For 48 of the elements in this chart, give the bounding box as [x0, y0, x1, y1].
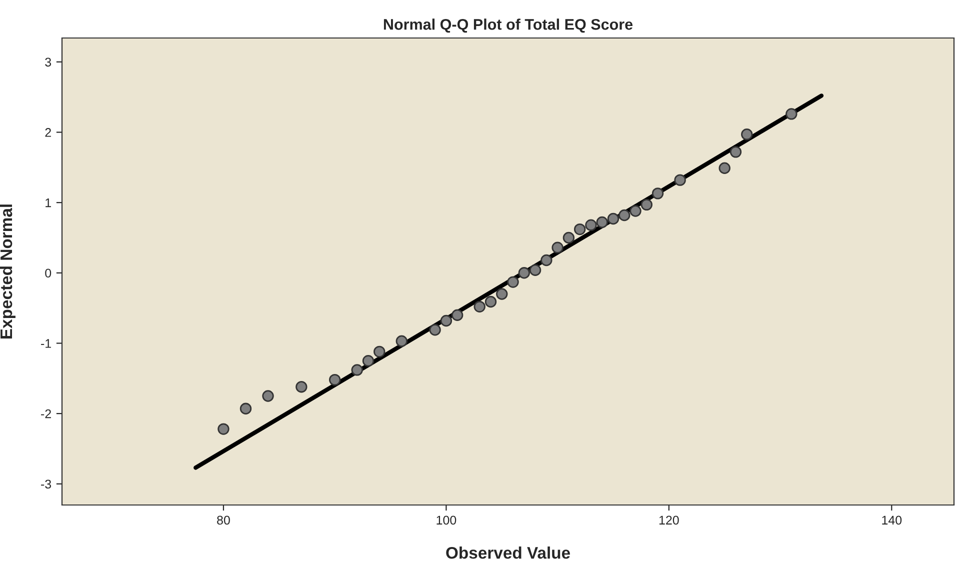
point: [396, 335, 408, 347]
point: [585, 219, 597, 231]
point: [730, 146, 742, 158]
point: [484, 296, 497, 308]
x-tick-label: 80: [217, 516, 230, 525]
point: [562, 232, 575, 244]
point: [607, 212, 620, 225]
y-tick-label: -2: [41, 409, 51, 418]
point: [451, 309, 464, 321]
y-tick-label: 2: [45, 128, 51, 137]
point: [640, 198, 652, 211]
point: [296, 381, 308, 393]
point: [652, 188, 664, 200]
point: [540, 254, 552, 266]
point: [786, 108, 798, 120]
point: [374, 346, 386, 358]
y-tick-label: -3: [41, 480, 52, 489]
point: [218, 423, 230, 435]
point: [718, 162, 730, 174]
x-tick-label: 120: [659, 516, 679, 525]
point: [630, 205, 642, 217]
point: [429, 324, 441, 336]
point: [618, 209, 630, 222]
x-tick-label: 140: [882, 516, 902, 525]
point: [574, 223, 586, 236]
point: [741, 128, 753, 140]
point: [240, 402, 252, 414]
y-tick-label: -1: [41, 339, 51, 348]
point: [529, 264, 542, 276]
y-tick-label: 3: [45, 58, 52, 67]
chart-title: Normal Q-Q Plot of Total EQ Score: [384, 18, 633, 33]
point: [440, 314, 452, 327]
x-axis-title: Observed Value: [446, 546, 570, 559]
point: [496, 288, 508, 300]
point: [674, 174, 686, 186]
point: [552, 242, 564, 254]
y-tick-label: 0: [45, 268, 52, 278]
point: [507, 276, 519, 288]
point: [474, 300, 486, 313]
point: [518, 267, 530, 279]
y-tick-label: 1: [46, 198, 51, 208]
point: [596, 216, 608, 228]
point: [362, 354, 374, 367]
point: [262, 390, 274, 402]
y-axis-title: Expected Normal: [0, 204, 16, 338]
point: [328, 374, 341, 386]
x-tick-label: 100: [436, 516, 456, 525]
point: [351, 364, 363, 376]
